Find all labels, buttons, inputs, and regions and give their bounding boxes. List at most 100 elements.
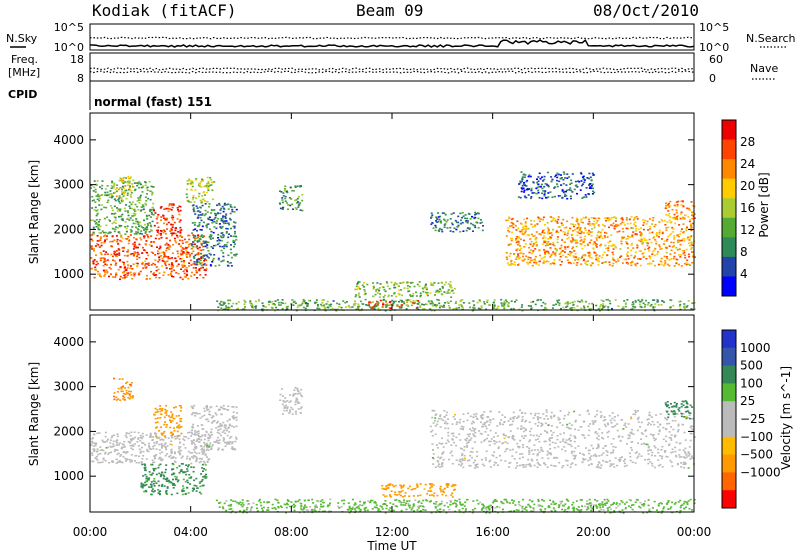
velocity-colorbar-swatch (722, 401, 736, 420)
freq-panel-frame (89, 52, 695, 82)
velocity-scatter (90, 377, 696, 514)
scatter-region (113, 175, 135, 200)
power-y-ticks: 1000 2000 3000 4000 (53, 133, 694, 281)
velocity-colorbar-label: Velocity [m s^-1] (779, 366, 793, 470)
velocity-colorbar-tick: −500 (740, 448, 773, 462)
cpid-value: normal (fast) 151 (94, 95, 212, 109)
power-colorbar-swatch (722, 178, 736, 199)
scatter-region (215, 498, 696, 514)
velocity-colorbar-tick: 500 (740, 359, 763, 373)
power-colorbar-tick: 24 (740, 157, 755, 171)
noise-left-tick-top: 10^5 (54, 21, 84, 34)
nave-trace (89, 70, 695, 74)
nave-label: Nave (750, 62, 778, 75)
power-colorbar-tick: 20 (740, 179, 755, 193)
y-tick-label: 4000 (53, 335, 84, 349)
freq-traces (89, 67, 695, 74)
y-tick-label: 3000 (53, 178, 84, 192)
power-colorbar-tick: 16 (740, 201, 755, 215)
scatter-region (354, 280, 456, 298)
scatter-region (153, 203, 183, 235)
power-colorbar-tick: 8 (740, 245, 748, 259)
y-tick-label: 2000 (53, 222, 84, 236)
freq-left-tick-top: 18 (70, 53, 84, 66)
x-tick-label: 20:00 (576, 525, 611, 539)
scatter-region (278, 185, 304, 212)
velocity-colorbar-swatch (722, 330, 736, 349)
velocity-colorbar-tick: −1000 (740, 465, 781, 479)
velocity-colorbar-swatch (722, 383, 736, 402)
velocity-colorbar-swatch (722, 454, 736, 473)
scatter-region (90, 180, 155, 235)
scatter-region (429, 409, 696, 469)
noise-left-label: N.Sky (6, 32, 38, 45)
freq-right-tick-top: 60 (709, 53, 723, 66)
scatter-region (505, 216, 696, 267)
x-tick-label: 04:00 (173, 525, 208, 539)
y-tick-label: 2000 (53, 424, 84, 438)
power-colorbar-label: Power [dB] (757, 172, 771, 237)
velocity-colorbar-frame (721, 329, 737, 509)
freq-right-tick-bottom: 0 (709, 72, 716, 85)
power-colorbar: 4 8 12 16 20 24 28 (721, 119, 755, 297)
freq-label-1: Freq. (11, 53, 38, 66)
scatter-region (190, 202, 238, 267)
freq-left-tick-bottom: 8 (77, 72, 84, 85)
velocity-colorbar-swatch (722, 436, 736, 456)
noise-right-tick-bottom: 10^0 (699, 41, 729, 54)
velocity-colorbar: 1000 500 100 25 −25 −100 −500 −1000 (721, 329, 781, 509)
power-colorbar-swatch (722, 256, 736, 277)
noise-traces (89, 36, 695, 48)
scatter-region (185, 176, 216, 204)
velocity-colorbar-tick: 25 (740, 394, 755, 408)
cpid-label: CPID (8, 88, 37, 101)
power-colorbar-swatch (722, 237, 736, 258)
y-tick-label: 4000 (53, 133, 84, 147)
velocity-colorbar-tick: 100 (740, 376, 763, 390)
velocity-colorbar-swatch (722, 472, 736, 491)
x-tick-label: 00:00 (73, 525, 108, 539)
x-tick-label: 16:00 (475, 525, 510, 539)
velocity-colorbar-tick: −100 (740, 430, 773, 444)
noise-panel-frame (89, 23, 695, 51)
power-colorbar-swatch (722, 276, 736, 297)
y-tick-label: 1000 (53, 267, 84, 281)
noise-right-tick-top: 10^5 (699, 21, 729, 34)
power-colorbar-swatch (722, 139, 736, 160)
velocity-y-ticks: 1000 2000 3000 4000 (53, 335, 694, 483)
x-axis-label: Time UT (366, 539, 417, 553)
y-tick-label: 1000 (53, 469, 84, 483)
scatter-region (140, 462, 208, 496)
time-x-ticks: 00:00 04:00 08:00 12:00 16:00 20:00 00:00 (73, 113, 711, 539)
power-colorbar-tick: 12 (740, 223, 755, 237)
station-title: Kodiak (fitACF) (92, 1, 237, 20)
scatter-region (279, 387, 304, 415)
scatter-region (90, 234, 208, 281)
power-colorbar-swatch (722, 198, 736, 219)
x-tick-label: 12:00 (375, 525, 410, 539)
scatter-region (664, 200, 696, 220)
velocity-panel-frame (89, 314, 695, 513)
velocity-colorbar-swatch (722, 419, 736, 438)
scatter-region (381, 482, 457, 498)
noise-right-label: N.Search (746, 32, 796, 45)
velocity-colorbar-tick: 1000 (740, 341, 771, 355)
power-colorbar-swatch (722, 217, 736, 238)
velocity-panel: 1000 2000 3000 4000 Slant Range [km] (27, 314, 696, 514)
velocity-y-label: Slant Range [km] (27, 362, 41, 466)
power-colorbar-swatch (722, 159, 736, 180)
scatter-region (190, 404, 238, 451)
power-colorbar-tick: 28 (740, 135, 755, 149)
scatter-region (113, 377, 135, 401)
power-colorbar-tick: 4 (740, 267, 748, 281)
noise-left-tick-bottom: 10^0 (54, 41, 84, 54)
velocity-colorbar-swatch (722, 490, 736, 509)
noise-sky-trace (90, 39, 695, 48)
scatter-region (153, 404, 183, 438)
velocity-colorbar-tick: −25 (740, 412, 765, 426)
date-title: 08/Oct/2010 (593, 1, 699, 20)
beam-title: Beam 09 (356, 1, 423, 20)
y-tick-label: 3000 (53, 380, 84, 394)
power-scatter (90, 171, 696, 312)
